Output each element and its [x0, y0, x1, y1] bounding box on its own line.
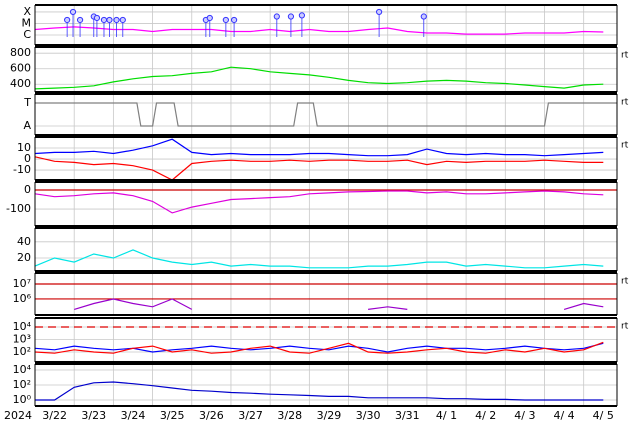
x-tick-label: 3/27 — [238, 409, 263, 422]
x-tick-label: 3/25 — [160, 409, 185, 422]
series-line — [35, 102, 617, 127]
series-line — [35, 381, 604, 401]
y-tick-label: 10² — [13, 378, 31, 391]
y-tick-label: 10⁰ — [13, 393, 32, 406]
flare-marker — [222, 16, 229, 24]
y-tick-label: 0 — [24, 183, 31, 196]
y-tick-label: M — [22, 16, 32, 29]
flare-marker — [106, 16, 113, 24]
flare-marker — [119, 16, 126, 24]
panel-note: rt — [621, 141, 629, 151]
series-line — [34, 249, 604, 269]
series-line — [34, 190, 604, 214]
y-tick-label: -100 — [6, 202, 31, 215]
y-tick-label: 10⁴ — [13, 363, 32, 376]
series-line — [34, 26, 604, 35]
x-axis-label: 2024 — [4, 409, 32, 422]
y-tick-label: 10² — [13, 345, 31, 358]
flare-marker — [206, 14, 213, 22]
flare-marker — [273, 13, 280, 20]
flare-marker — [93, 14, 101, 22]
y-tick-label: 600 — [10, 62, 31, 75]
y-tick-label: T — [23, 96, 31, 109]
y-tick-label: 0 — [24, 152, 31, 165]
y-tick-label: X — [23, 5, 31, 18]
panel-note: rt — [621, 277, 629, 287]
x-tick-label: 3/22 — [42, 409, 67, 422]
x-tick-label: 4/ 2 — [475, 409, 496, 422]
x-tick-label: 3/30 — [356, 409, 381, 422]
y-tick-label: 10⁷ — [13, 277, 31, 290]
y-tick-label: 10⁴ — [13, 320, 32, 333]
y-tick-label: 40 — [17, 235, 31, 248]
panel-note: rt — [621, 98, 629, 108]
flare-marker — [230, 16, 238, 24]
flare-marker — [100, 16, 108, 24]
flare-marker — [420, 13, 427, 20]
flare-marker — [64, 16, 71, 24]
x-tick-label: 3/24 — [121, 409, 146, 422]
y-tick-label: 10³ — [13, 332, 31, 345]
series-line — [34, 156, 604, 181]
series-line — [34, 138, 604, 157]
x-tick-label: 3/26 — [199, 409, 224, 422]
y-tick-label: 400 — [10, 77, 31, 90]
flare-marker — [69, 8, 77, 16]
panel-note: rt — [621, 322, 629, 332]
series-line — [34, 66, 604, 90]
series-line — [34, 341, 604, 354]
series-line — [74, 298, 604, 310]
flare-marker — [287, 13, 295, 20]
y-tick-label: A — [23, 119, 31, 132]
flare-marker — [76, 16, 84, 24]
x-tick-label: 3/28 — [277, 409, 302, 422]
flare-marker — [298, 12, 305, 19]
y-tick-label: 10⁶ — [13, 292, 32, 305]
flare-marker — [376, 8, 383, 16]
flare-marker — [113, 16, 120, 24]
y-tick-label: -10 — [13, 163, 31, 176]
x-tick-label: 3/29 — [317, 409, 342, 422]
y-tick-label: 10 — [17, 141, 31, 154]
y-tick-label: 800 — [10, 46, 31, 59]
x-tick-label: 4/ 5 — [593, 409, 614, 422]
x-tick-label: 3/23 — [81, 409, 106, 422]
x-tick-label: 4/ 1 — [436, 409, 457, 422]
y-tick-label: 20 — [17, 251, 31, 264]
y-tick-label: C — [23, 28, 31, 41]
panel-note: rt — [621, 51, 629, 61]
x-tick-label: 4/ 4 — [553, 409, 574, 422]
x-tick-label: 4/ 3 — [514, 409, 535, 422]
x-tick-label: 3/31 — [395, 409, 420, 422]
